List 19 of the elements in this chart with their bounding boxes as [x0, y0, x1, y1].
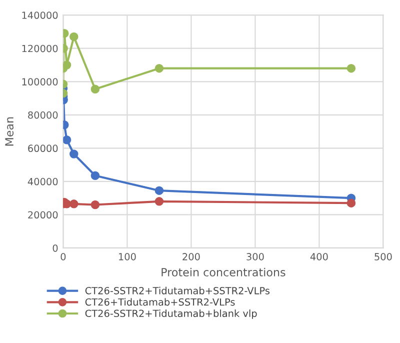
x-tick-label: 0: [60, 253, 66, 260]
legend-label: CT26-SSTR2+Tidutamab+blank vlp: [85, 310, 257, 319]
y-tick-label: 0: [52, 244, 58, 252]
y-tick-label: 100000: [22, 78, 58, 86]
x-tick-label: 400: [310, 253, 328, 260]
x-axis-title: Protein concentrations: [162, 268, 286, 276]
y-tick-label: 140000: [22, 12, 58, 19]
x-tick-label: 300: [246, 253, 264, 260]
y-tick-label: 80000: [28, 111, 58, 119]
y-tick-label: 120000: [22, 44, 58, 52]
y-tick-label: 60000: [28, 144, 58, 152]
y-tick-label: 20000: [28, 211, 58, 219]
x-tick-label: 100: [118, 253, 136, 260]
legend-label: CT26+Tidutamab+SSTR2-VLPs: [85, 298, 235, 306]
legend-label: CT26-SSTR2+Tidutamab+SSTR2-VLPs: [85, 286, 270, 294]
x-tick-label: 200: [182, 253, 200, 260]
y-tick-label: 40000: [28, 178, 58, 186]
y-axis-title: Mean: [5, 117, 14, 146]
x-tick-label: 500: [374, 253, 392, 260]
